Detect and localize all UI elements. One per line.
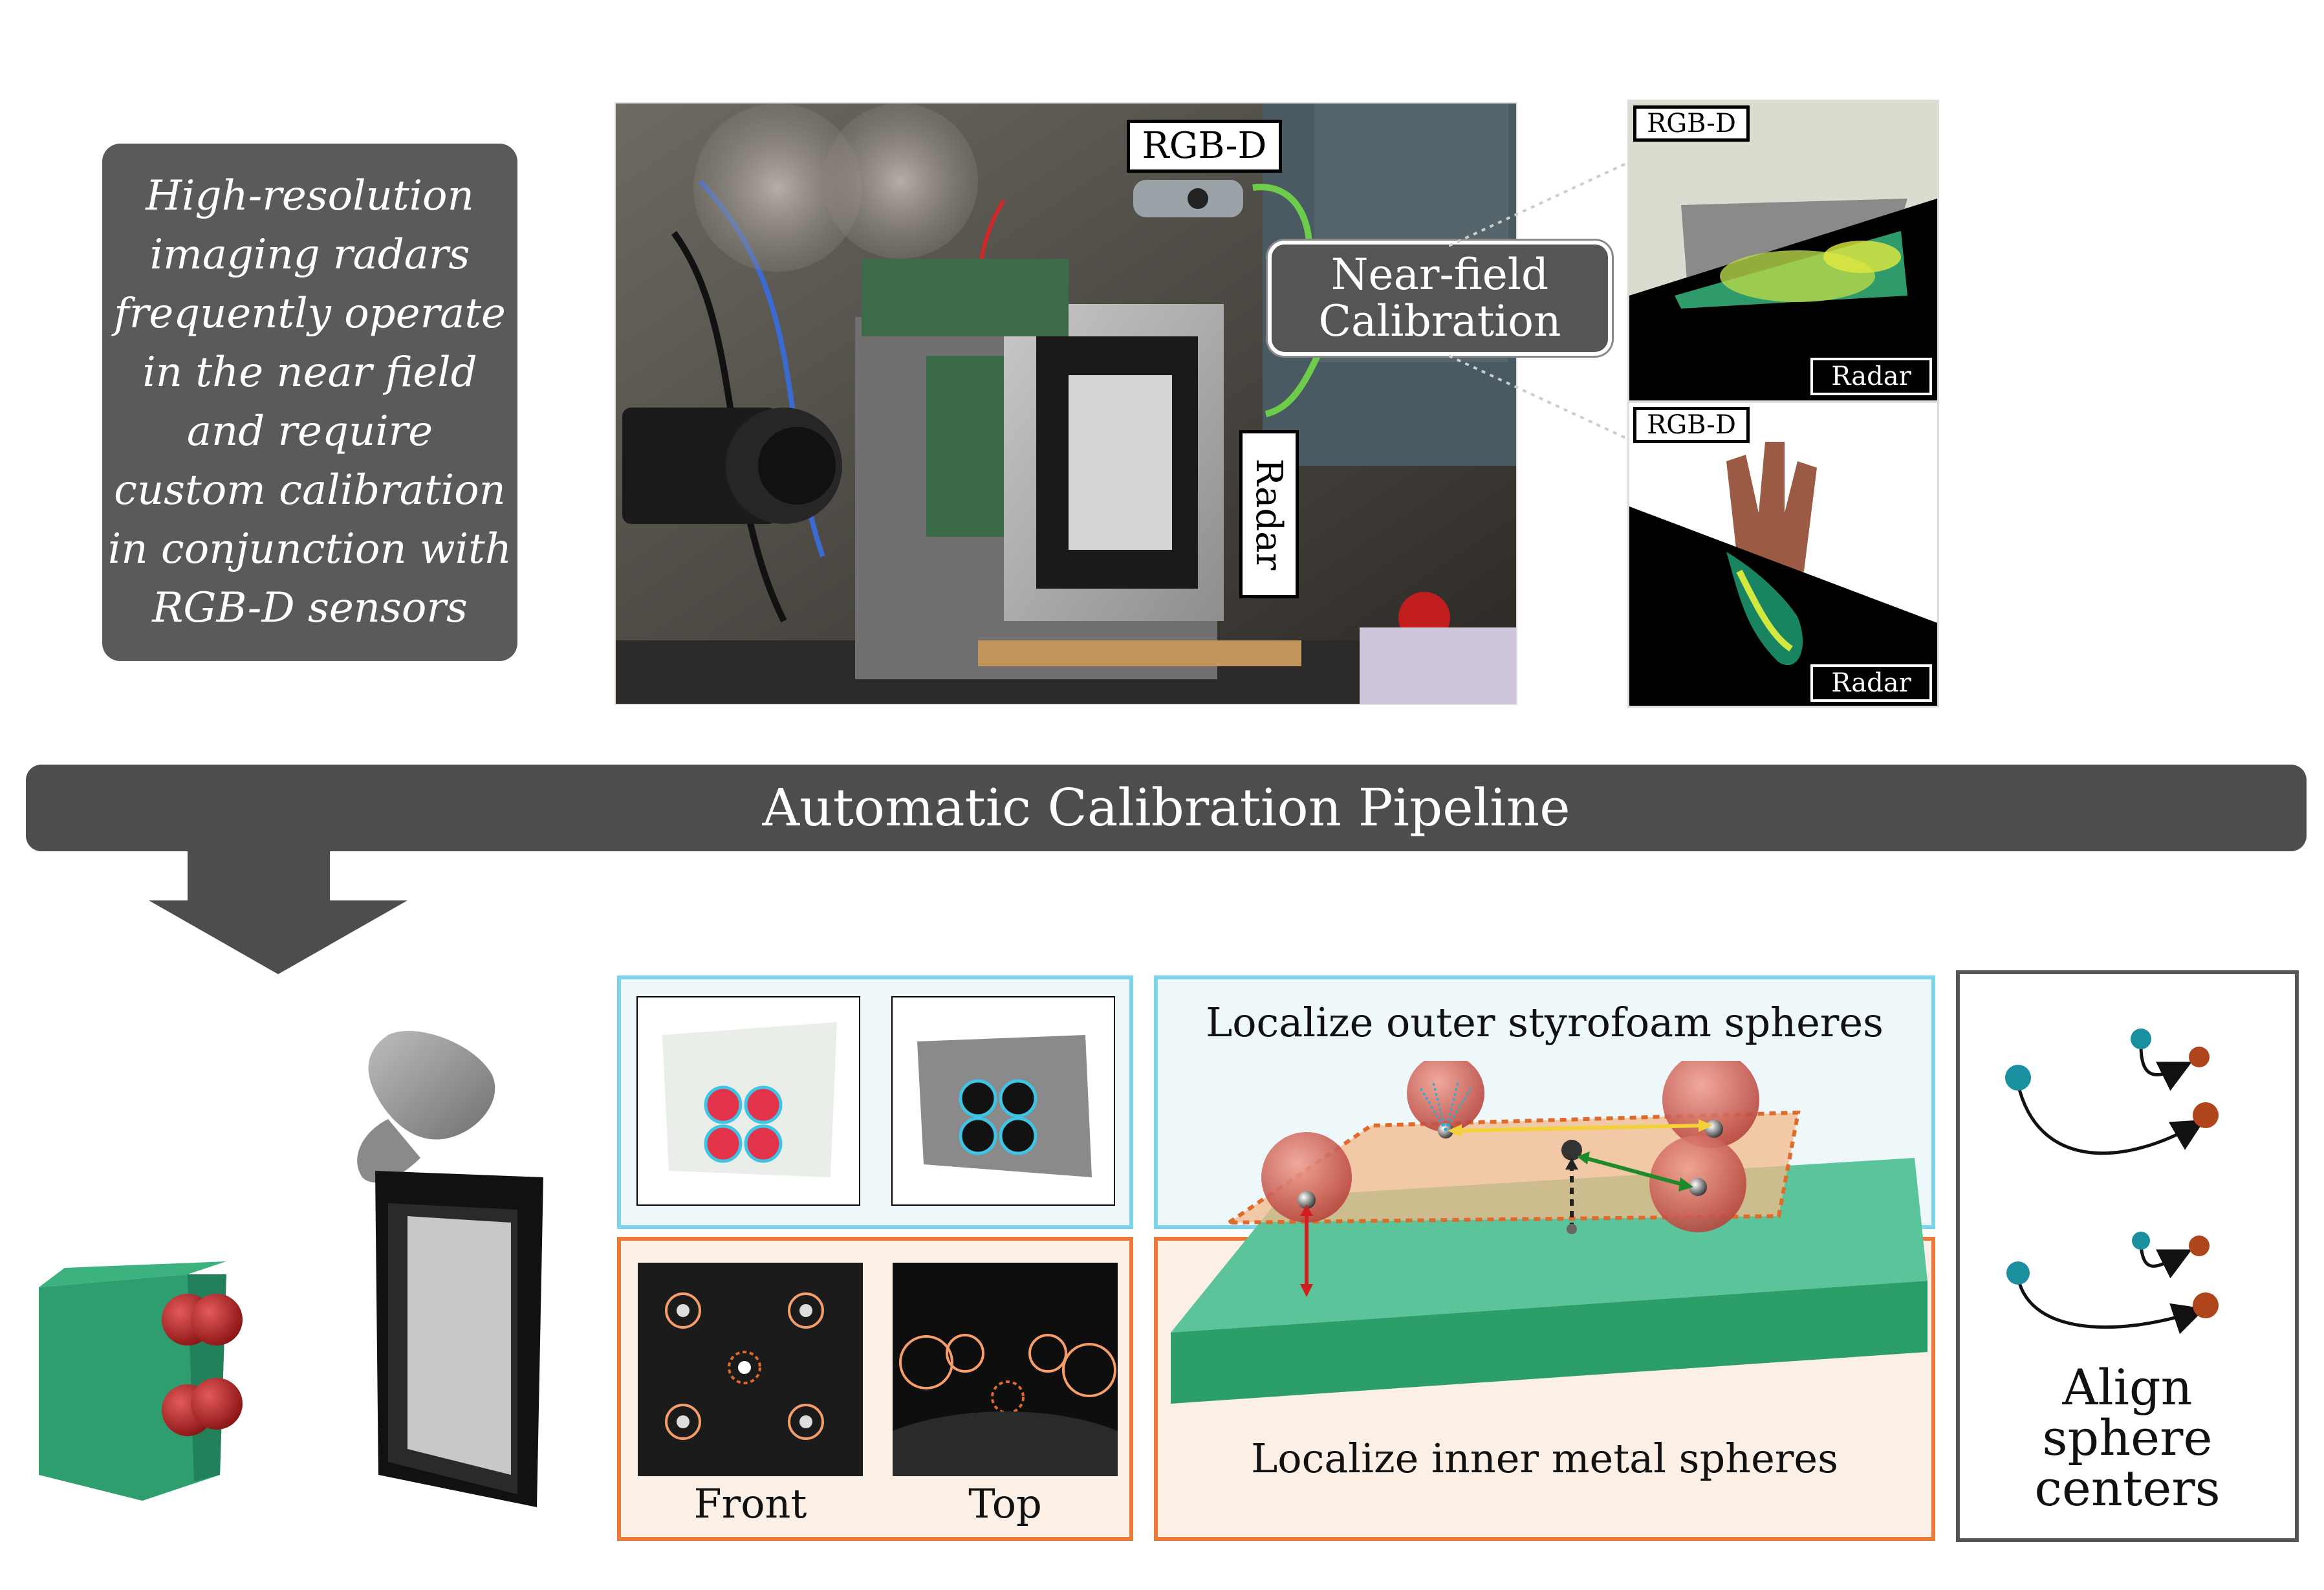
outer-sphere-label: Localize outer styrofoam spheres <box>1206 999 1884 1046</box>
target-center <box>2189 1047 2210 1067</box>
radar-tag-label: Radar <box>1248 458 1290 571</box>
overlay-thumbnail-1: RGB-D Radar <box>1627 100 1939 402</box>
intro-line: frequently operate <box>114 290 506 338</box>
thumb2-radar-label: Radar <box>1831 668 1911 698</box>
calibration-sphere <box>191 1294 243 1345</box>
hand-overlay-image <box>1629 403 1937 706</box>
sensor-rig-illustration <box>616 103 1516 704</box>
radar-blob <box>1062 1343 1116 1397</box>
thumb2-radar-tag: Radar <box>1810 664 1932 702</box>
alignment-diagram <box>2005 1029 2219 1334</box>
rgbd-tag-label: RGB-D <box>1142 125 1267 167</box>
align-panel: Align sphere centers <box>1956 970 2299 1542</box>
radar-blob <box>1028 1334 1067 1373</box>
radar-blob <box>665 1404 701 1440</box>
intro-line: and require <box>186 408 433 455</box>
inner-sphere-label: Localize inner metal spheres <box>1251 1435 1838 1482</box>
front-label: Front <box>693 1480 807 1527</box>
styrofoam-sphere <box>1261 1132 1352 1223</box>
thumb2-rgbd-label: RGB-D <box>1647 410 1736 440</box>
intro-text-box: High-resolution imaging radars frequentl… <box>102 144 517 661</box>
radar-blob <box>788 1292 824 1329</box>
target-center <box>2189 1236 2210 1256</box>
connector-lines <box>1449 162 1631 441</box>
camera-body <box>368 1030 495 1140</box>
pipeline-title: Automatic Calibration Pipeline <box>762 778 1570 838</box>
camera-lens <box>357 1119 420 1183</box>
green-slab-front <box>1171 1281 1928 1404</box>
align-line: Align <box>2062 1358 2193 1416</box>
sensor-rig-photo <box>614 102 1517 705</box>
thumb1-rgbd-label: RGB-D <box>1647 109 1736 138</box>
detected-sphere <box>744 1124 783 1163</box>
top-label: Top <box>968 1480 1042 1527</box>
radar-blob <box>946 1334 984 1373</box>
intro-line: in the near field <box>142 349 477 397</box>
metal-sphere <box>1705 1120 1723 1138</box>
intro-line: in conjunction with <box>107 525 512 573</box>
thumb2-rgbd-tag: RGB-D <box>1633 407 1750 443</box>
radar-blob <box>788 1404 824 1440</box>
calibration-line: Calibration <box>1318 296 1561 346</box>
align-line: centers <box>2034 1459 2221 1517</box>
rgbd-front-image <box>636 996 860 1206</box>
source-center <box>2005 1065 2031 1091</box>
radar-center-blob <box>728 1351 761 1384</box>
target-center <box>2193 1102 2219 1128</box>
metal-sphere <box>1298 1191 1316 1209</box>
thumb1-rgbd-tag: RGB-D <box>1633 105 1750 142</box>
sphere-localization-scene <box>1171 1061 1928 1404</box>
calibration-sphere <box>191 1378 243 1430</box>
metal-sphere <box>1689 1178 1707 1196</box>
rgbd-tag: RGB-D <box>1127 120 1282 173</box>
pipeline-banner: Automatic Calibration Pipeline <box>26 765 2307 851</box>
near-field-calibration-box: Near-field Calibration <box>1268 241 1612 356</box>
plate-overlay-image <box>1629 102 1937 400</box>
align-line: sphere <box>2042 1409 2213 1466</box>
detected-sphere <box>999 1079 1037 1118</box>
intro-line: High-resolution <box>146 172 474 220</box>
calibration-scene-3d <box>39 1030 543 1507</box>
source-center <box>2132 1232 2150 1250</box>
rgbd-detection-panel <box>617 975 1133 1229</box>
near-field-line: Near-field <box>1330 250 1549 299</box>
depth-image <box>891 996 1115 1206</box>
radar-blob <box>899 1335 953 1389</box>
detected-sphere <box>704 1085 743 1124</box>
target-center <box>2193 1292 2219 1318</box>
down-arrow-icon <box>149 847 407 974</box>
intro-line: custom calibration <box>114 466 506 514</box>
radar-detection-panel: Front Top <box>617 1237 1133 1541</box>
thumb1-radar-tag: Radar <box>1810 358 1932 395</box>
overlay-thumbnail-2: RGB-D Radar <box>1627 401 1939 708</box>
detected-sphere <box>999 1116 1037 1155</box>
detected-sphere <box>959 1079 997 1118</box>
radar-blob <box>665 1292 701 1329</box>
intro-line: imaging radars <box>149 231 470 279</box>
detected-sphere <box>744 1085 783 1124</box>
radar-tag: Radar <box>1239 430 1299 598</box>
align-caption: Align sphere centers <box>1960 1362 2295 1514</box>
center-point <box>1561 1140 1582 1160</box>
thumb1-radar-label: Radar <box>1831 362 1911 391</box>
source-center <box>2131 1029 2151 1049</box>
detected-sphere <box>959 1116 997 1155</box>
detected-sphere <box>704 1124 743 1163</box>
styrofoam-sphere <box>1407 1061 1484 1132</box>
source-center <box>2006 1261 2030 1285</box>
radar-front-image <box>638 1263 863 1476</box>
intro-line: RGB-D sensors <box>152 584 468 632</box>
radar-top-image <box>893 1263 1118 1476</box>
